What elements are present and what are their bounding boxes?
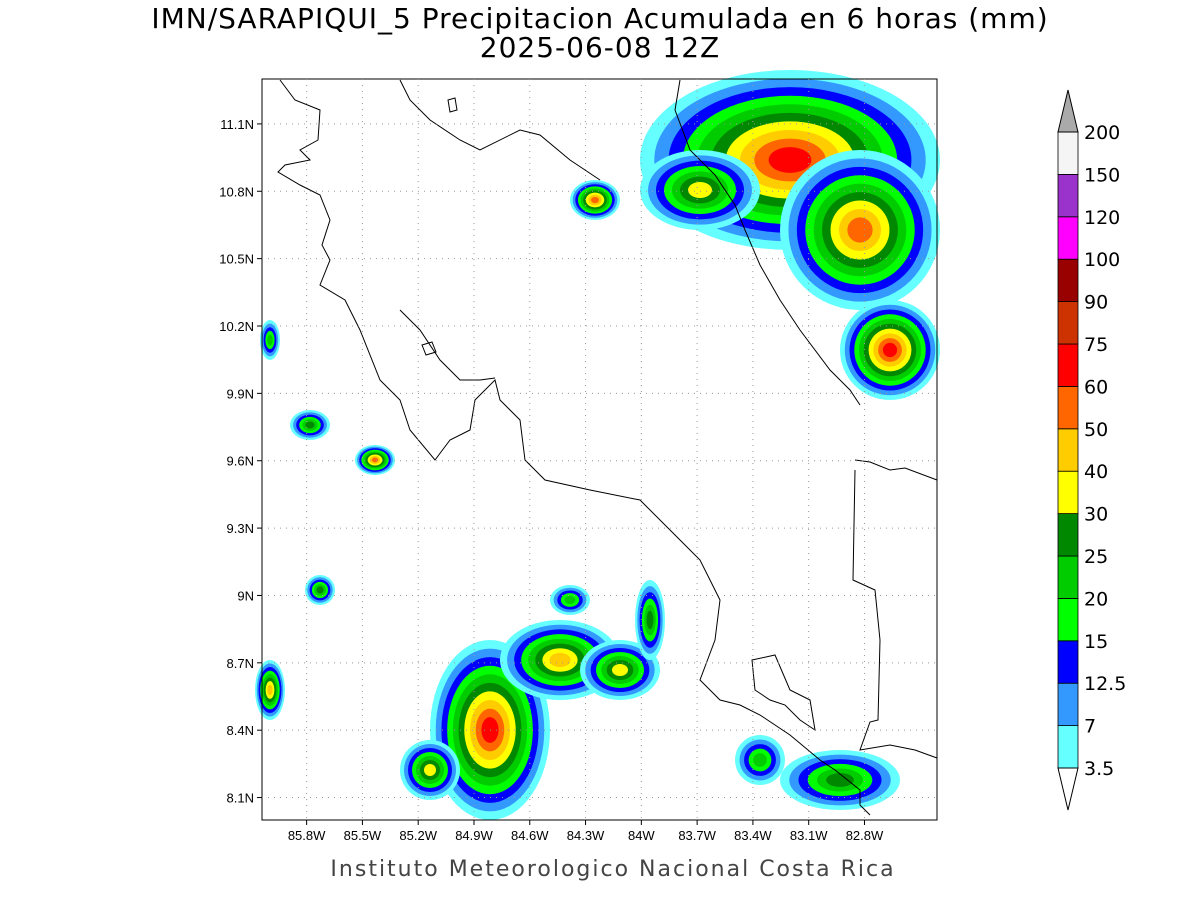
precip-contour <box>424 764 436 776</box>
y-tick-label: 8.7N <box>227 656 254 671</box>
x-tick-label: 84.3W <box>567 828 605 843</box>
precip-contour <box>316 586 324 594</box>
x-tick-label: 83.1W <box>790 828 828 843</box>
x-tick-label: 85.8W <box>288 828 326 843</box>
y-tick-label: 9.6N <box>227 454 254 469</box>
colorbar-label: 60 <box>1084 376 1108 398</box>
colorbar-label: 12.5 <box>1084 673 1126 695</box>
colorbar-label: 200 <box>1084 122 1120 144</box>
colorbar-swatch <box>1057 216 1079 260</box>
x-tick-label: 84W <box>628 828 655 843</box>
colorbar-label: 30 <box>1084 504 1108 526</box>
x-tick-label: 84.9W <box>455 828 493 843</box>
colorbar-label: 15 <box>1084 631 1108 653</box>
colorbar-swatch <box>1057 258 1079 303</box>
precip-field <box>255 70 940 820</box>
y-tick-label: 10.5N <box>219 252 254 267</box>
y-tick-label: 10.2N <box>219 319 254 334</box>
colorbar-swatch <box>1057 428 1079 472</box>
y-tick-label: 11.1N <box>220 117 254 132</box>
x-tick-label: 83.7W <box>678 828 716 843</box>
y-tick-label: 10.8N <box>219 184 254 199</box>
colorbar-swatch <box>1057 513 1079 557</box>
precip-contour <box>564 595 576 605</box>
coastline <box>277 79 938 816</box>
x-tick-label: 85.5W <box>344 828 382 843</box>
precip-contour <box>646 610 654 630</box>
colorbar-swatch <box>1057 301 1079 345</box>
precip-contour <box>882 342 898 358</box>
subtitle: 2025-06-08 12Z <box>480 31 720 64</box>
precip-contour <box>371 457 379 463</box>
colorbar-swatch <box>1057 725 1079 769</box>
y-tick-label: 8.1N <box>227 791 254 806</box>
precip-contour <box>305 421 315 429</box>
colorbar-label: 3.5 <box>1084 758 1114 780</box>
colorbar-swatch <box>1057 470 1079 515</box>
footer: Instituto Meteorologico Nacional Costa R… <box>330 857 895 882</box>
y-tick-label: 9.9N <box>227 386 254 401</box>
colorbar-label: 40 <box>1084 461 1108 483</box>
colorbar-label: 100 <box>1084 249 1120 271</box>
colorbar-label: 120 <box>1084 207 1120 229</box>
precip-contour <box>267 684 273 696</box>
precip-contour <box>847 217 873 243</box>
colorbar-swatch <box>1057 173 1079 218</box>
x-tick-label: 84.6W <box>511 828 549 843</box>
colorbar-label: 50 <box>1084 419 1108 441</box>
precip-contour <box>688 182 712 198</box>
y-tick-label: 9N <box>237 588 254 603</box>
x-tick-label: 82.8W <box>846 828 884 843</box>
precip-contour <box>612 664 628 676</box>
colorbar-swatch <box>1057 555 1079 599</box>
y-tick-label: 9.3N <box>227 521 254 536</box>
x-tick-label: 83.4W <box>734 828 772 843</box>
precip-contour <box>267 334 273 346</box>
precip-contour <box>549 652 571 668</box>
colorbar-label: 7 <box>1084 716 1096 738</box>
colorbar-under <box>1057 767 1079 811</box>
colorbar-swatch <box>1057 640 1079 684</box>
colorbar-swatch <box>1057 385 1079 430</box>
precip-contour <box>826 773 854 787</box>
colorbar-label: 20 <box>1084 588 1108 610</box>
y-tick-label: 8.4N <box>227 723 254 738</box>
colorbar-swatch <box>1057 343 1079 387</box>
precip-contour <box>753 753 767 767</box>
colorbar-label: 90 <box>1084 292 1108 314</box>
title: IMN/SARAPIQUI_5 Precipitacion Acumulada … <box>151 2 1048 35</box>
colorbar-label: 25 <box>1084 546 1108 568</box>
colorbar-swatch <box>1057 682 1079 727</box>
precip-contour <box>768 147 812 173</box>
precip-contour <box>591 196 599 204</box>
colorbar-swatch <box>1057 598 1079 642</box>
colorbar-over <box>1057 89 1079 133</box>
colorbar-label: 75 <box>1084 334 1108 356</box>
x-tick-label: 85.2W <box>399 828 437 843</box>
map-frame <box>261 78 938 821</box>
colorbar-label: 150 <box>1084 164 1120 186</box>
colorbar-swatch <box>1057 131 1079 175</box>
